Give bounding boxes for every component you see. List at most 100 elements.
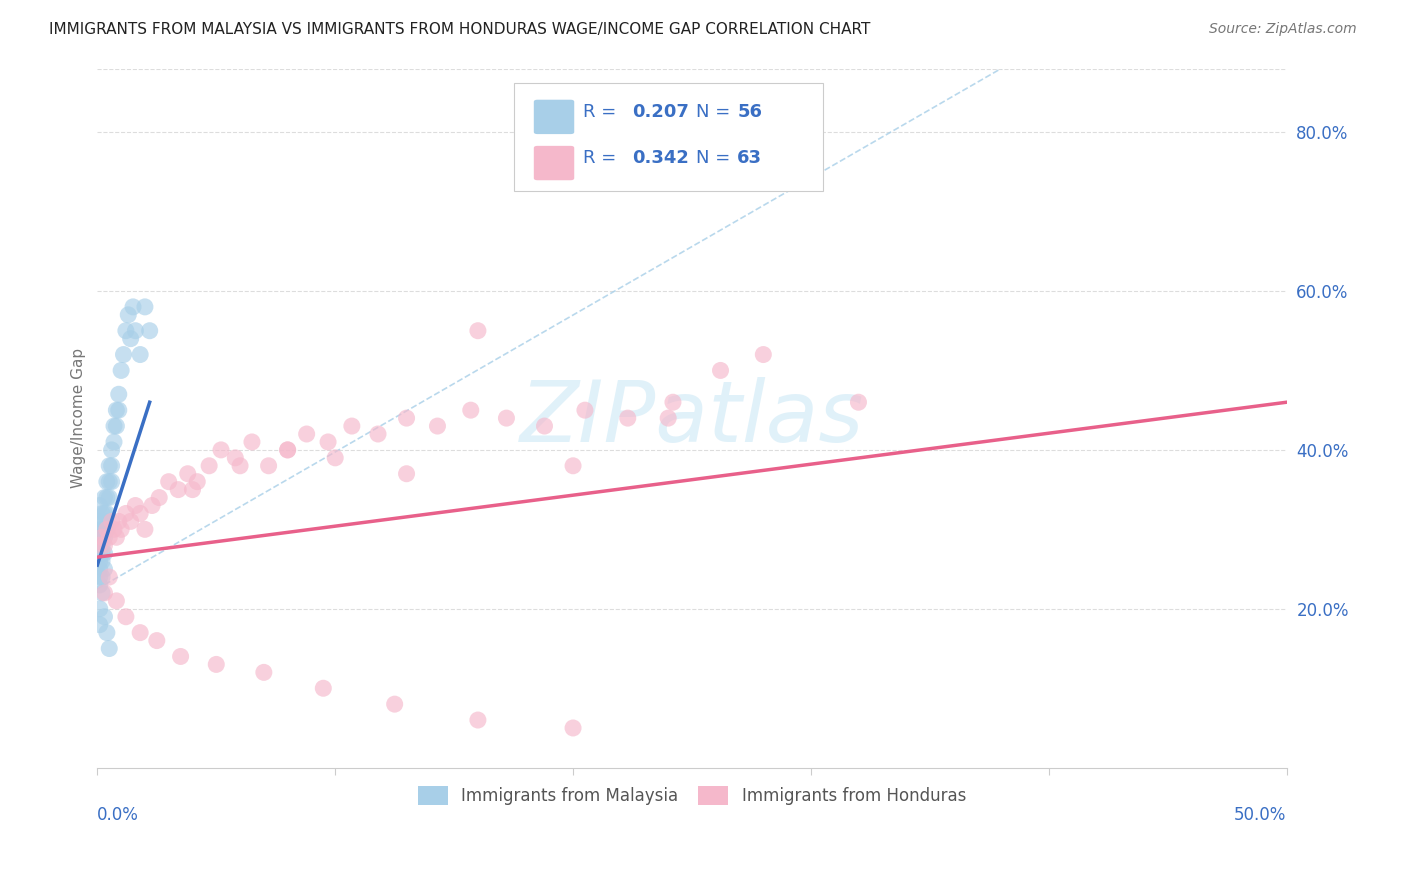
Point xyxy=(96,491,118,505)
FancyBboxPatch shape xyxy=(534,100,574,134)
Point xyxy=(100,475,122,489)
Point xyxy=(426,419,449,434)
Point xyxy=(122,300,145,314)
Point xyxy=(93,562,115,576)
Point xyxy=(177,467,200,481)
Point xyxy=(93,530,115,544)
Point xyxy=(169,649,191,664)
Text: R =: R = xyxy=(582,149,621,167)
Text: 63: 63 xyxy=(737,149,762,167)
Point xyxy=(257,458,280,473)
Point xyxy=(167,483,190,497)
Point xyxy=(148,491,170,505)
Point xyxy=(574,403,596,417)
Point xyxy=(93,538,115,552)
Point xyxy=(533,419,555,434)
Point xyxy=(129,507,152,521)
Point xyxy=(98,641,121,656)
Point xyxy=(229,458,252,473)
Text: IMMIGRANTS FROM MALAYSIA VS IMMIGRANTS FROM HONDURAS WAGE/INCOME GAP CORRELATION: IMMIGRANTS FROM MALAYSIA VS IMMIGRANTS F… xyxy=(49,22,870,37)
Point xyxy=(96,475,118,489)
Point xyxy=(395,467,418,481)
Point xyxy=(91,586,114,600)
Point xyxy=(120,515,142,529)
Point xyxy=(100,458,122,473)
Point xyxy=(848,395,870,409)
FancyBboxPatch shape xyxy=(534,146,574,180)
Point xyxy=(96,522,118,536)
Point xyxy=(89,499,111,513)
Point xyxy=(98,475,121,489)
Point xyxy=(157,475,180,489)
Point xyxy=(91,554,114,568)
Point xyxy=(91,530,114,544)
Point xyxy=(91,546,114,560)
Point xyxy=(616,411,638,425)
Point xyxy=(89,570,111,584)
Point xyxy=(91,507,114,521)
Point xyxy=(129,625,152,640)
Point xyxy=(295,427,318,442)
Point xyxy=(89,538,111,552)
Point xyxy=(107,403,129,417)
Y-axis label: Wage/Income Gap: Wage/Income Gap xyxy=(72,348,86,488)
Point xyxy=(89,546,111,560)
Point xyxy=(105,530,128,544)
Point xyxy=(93,491,115,505)
Text: 0.207: 0.207 xyxy=(633,103,689,121)
Point xyxy=(89,522,111,536)
Point xyxy=(709,363,731,377)
Point xyxy=(107,515,129,529)
Point xyxy=(98,458,121,473)
Point xyxy=(752,347,775,361)
Point xyxy=(103,419,125,434)
Point xyxy=(384,697,406,711)
Point xyxy=(89,617,111,632)
Text: R =: R = xyxy=(582,103,621,121)
Point xyxy=(138,324,160,338)
Point xyxy=(562,458,585,473)
Point xyxy=(89,538,111,552)
Point xyxy=(89,602,111,616)
Point xyxy=(100,515,122,529)
Text: 0.0%: 0.0% xyxy=(97,806,139,824)
Text: N =: N = xyxy=(696,149,735,167)
Point xyxy=(115,324,138,338)
Point xyxy=(134,300,156,314)
Point xyxy=(98,530,121,544)
Point xyxy=(467,324,489,338)
Point xyxy=(89,530,111,544)
Point xyxy=(141,499,163,513)
Point xyxy=(105,403,128,417)
Point xyxy=(98,570,121,584)
Point xyxy=(340,419,363,434)
Legend: Immigrants from Malaysia, Immigrants from Honduras: Immigrants from Malaysia, Immigrants fro… xyxy=(411,780,973,812)
Point xyxy=(110,522,132,536)
Point xyxy=(181,483,204,497)
Point xyxy=(105,594,128,608)
Point xyxy=(89,562,111,576)
FancyBboxPatch shape xyxy=(513,82,823,191)
Text: ZIPatlas: ZIPatlas xyxy=(520,376,865,459)
Point xyxy=(460,403,482,417)
Point xyxy=(115,507,138,521)
Point xyxy=(117,308,139,322)
Text: 0.342: 0.342 xyxy=(633,149,689,167)
Point xyxy=(103,522,125,536)
Point xyxy=(89,578,111,592)
Point xyxy=(209,442,232,457)
Point xyxy=(367,427,389,442)
Point xyxy=(146,633,169,648)
Point xyxy=(323,450,346,465)
Point xyxy=(107,387,129,401)
Text: 56: 56 xyxy=(737,103,762,121)
Point xyxy=(93,515,115,529)
Point xyxy=(91,538,114,552)
Point xyxy=(89,515,111,529)
Point xyxy=(253,665,276,680)
Point xyxy=(657,411,679,425)
Point xyxy=(98,491,121,505)
Point xyxy=(467,713,489,727)
Point xyxy=(110,363,132,377)
Point xyxy=(316,434,339,449)
